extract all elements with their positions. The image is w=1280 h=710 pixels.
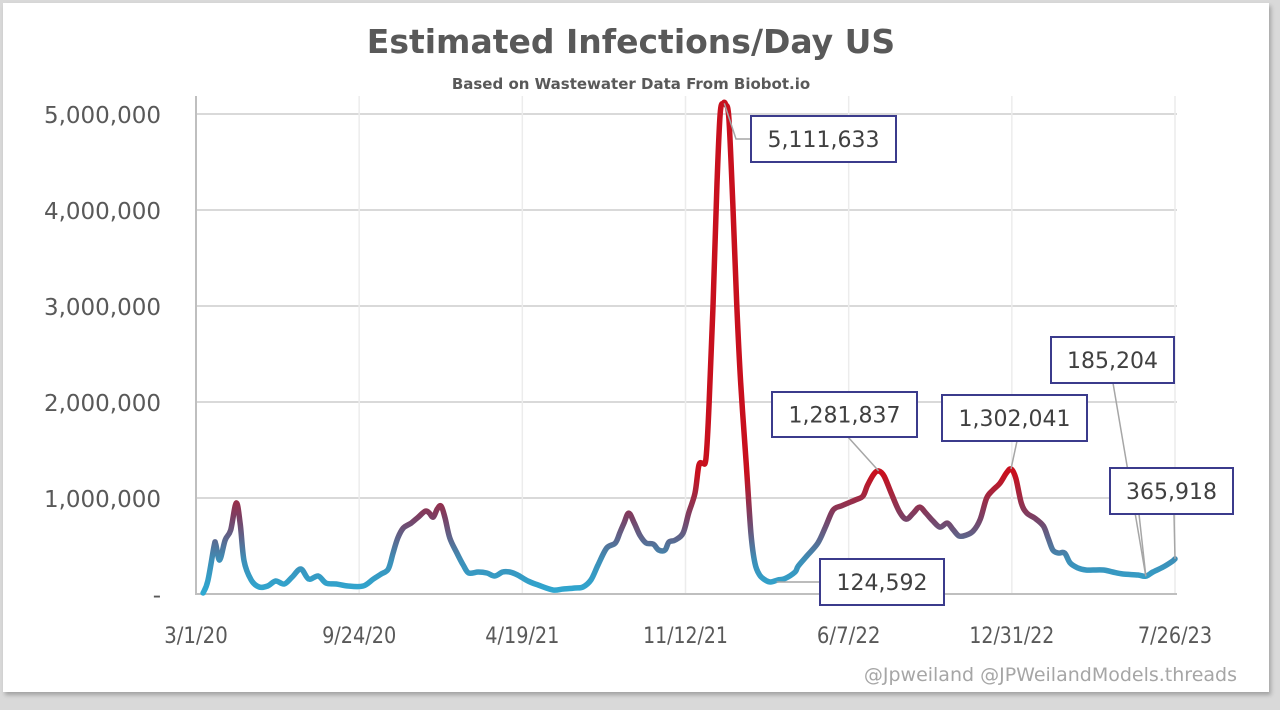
data-label-text: 1,302,041	[959, 407, 1071, 432]
y-tick-label: 1,000,000	[44, 487, 161, 513]
data-label: 124,592	[819, 558, 945, 606]
data-label-box	[941, 394, 1088, 442]
series-line	[200, 99, 1178, 596]
chart-title: Estimated Infections/Day US	[367, 22, 895, 61]
x-tick-label: 7/26/23	[1138, 624, 1212, 649]
data-label-text: 5,111,633	[768, 128, 880, 153]
x-axis-tick-labels: 3/1/20 9/24/20 4/19/21 11/12/21 6/7/22 12/31/…	[164, 624, 1212, 649]
y-tick-label: 2,000,000	[44, 391, 161, 417]
chart-subtitle: Based on Wastewater Data From Biobot.io	[452, 75, 810, 93]
credit-text: @Jpweiland @JPWeilandModels.threads	[864, 664, 1237, 686]
data-label-box	[1050, 336, 1175, 384]
data-label: 365,918	[1109, 467, 1234, 515]
data-label-text: 124,592	[837, 571, 928, 596]
y-tick-label: -	[153, 583, 161, 609]
x-tick-label: 6/7/22	[817, 624, 881, 649]
y-axis-tick-labels: - 1,000,000 2,000,000 3,000,000 4,000,000 5,0…	[44, 103, 161, 609]
data-label-box	[1109, 467, 1234, 515]
annotation-leader-line	[1010, 440, 1018, 470]
data-label-box	[819, 558, 945, 606]
data-label-text: 1,281,837	[789, 404, 901, 429]
data-label-text: 365,918	[1126, 480, 1217, 505]
x-tick-label: 3/1/20	[164, 624, 228, 649]
chart-card: Estimated Infections/Day US Based on Was…	[3, 3, 1269, 692]
data-label: 1,302,041	[941, 394, 1088, 442]
y-tick-label: 5,000,000	[44, 103, 161, 129]
data-label-text: 185,204	[1067, 349, 1158, 374]
annotations: 5,111,633 124,592 1,281,837 1,302,041 185,20…	[750, 115, 1234, 606]
x-tick-label: 12/31/22	[969, 624, 1054, 649]
annotation-leader-line	[847, 436, 880, 472]
data-label-box	[750, 115, 897, 163]
annotation-leader-line	[1138, 513, 1147, 577]
x-tick-label: 9/24/20	[322, 624, 396, 649]
axes	[195, 96, 1177, 595]
y-tick-label: 3,000,000	[44, 295, 161, 321]
annotation-leader-line	[1173, 513, 1176, 559]
x-tick-label: 11/12/21	[643, 624, 728, 649]
annotation-leader-line	[723, 103, 751, 140]
gridlines	[196, 96, 1177, 594]
x-tick-label: 4/19/21	[485, 624, 559, 649]
data-label: 185,204	[1050, 336, 1175, 384]
series-layer	[200, 99, 1178, 596]
data-label-box	[771, 391, 918, 438]
y-tick-label: 4,000,000	[44, 199, 161, 225]
data-label: 1,281,837	[771, 391, 918, 438]
data-label: 5,111,633	[750, 115, 897, 163]
chart: Estimated Infections/Day US Based on Was…	[44, 22, 1237, 686]
